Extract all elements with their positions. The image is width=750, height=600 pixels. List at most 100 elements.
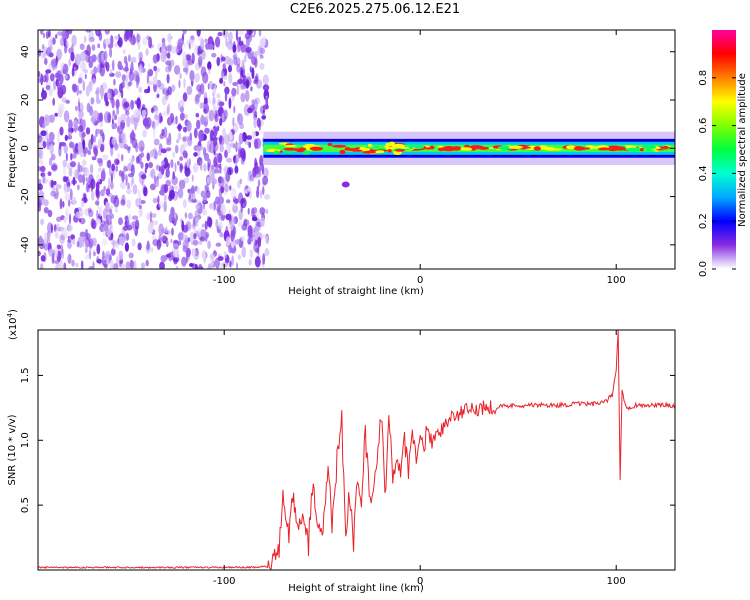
noise-speckles [38, 30, 271, 269]
noise-speckle [84, 246, 88, 254]
noise-speckle [209, 129, 214, 141]
noise-speckle [163, 126, 168, 139]
noise-speckle [84, 170, 87, 177]
noise-speckle [236, 262, 239, 269]
noise-speckle [253, 116, 257, 129]
noise-speckle [243, 54, 247, 63]
noise-speckle [95, 200, 100, 206]
noise-speckle [40, 73, 44, 86]
noise-speckle [239, 147, 246, 159]
noise-speckle [254, 138, 259, 150]
noise-speckle [214, 113, 219, 123]
signal-blob [545, 146, 556, 151]
noise-speckle [249, 104, 255, 112]
noise-speckle [38, 71, 41, 78]
noise-speckle [226, 166, 234, 176]
noise-speckle [177, 240, 182, 246]
noise-speckle [38, 135, 43, 143]
noise-speckle [214, 257, 220, 269]
noise-speckle [152, 220, 159, 226]
noise-speckle [54, 229, 59, 239]
noise-speckle [62, 164, 67, 176]
noise-speckle [208, 142, 215, 154]
noise-speckle [84, 254, 90, 260]
noise-speckle [222, 128, 226, 137]
signal-blob [351, 149, 363, 152]
noise-speckle [84, 228, 89, 239]
noise-speckle [237, 30, 244, 36]
noise-speckle [213, 200, 216, 211]
noise-speckle [207, 36, 214, 47]
noise-speckle [110, 172, 113, 183]
noise-speckle [50, 190, 57, 197]
noise-speckle [220, 204, 226, 216]
noise-speckle [146, 212, 150, 221]
noise-speckle [234, 157, 238, 167]
noise-speckle [153, 175, 157, 185]
noise-speckle [204, 91, 207, 99]
noise-speckle [108, 208, 113, 215]
noise-speckle [217, 163, 221, 169]
noise-speckle [162, 110, 169, 117]
noise-speckle [138, 207, 143, 218]
signal-blob [374, 146, 379, 149]
noise-speckle [163, 157, 169, 169]
noise-speckle [67, 224, 73, 232]
noise-speckle [224, 191, 227, 196]
noise-speckle [110, 248, 116, 256]
signal-blob [451, 146, 462, 151]
noise-speckle [194, 95, 200, 105]
noise-speckle [149, 150, 156, 158]
noise-speckle [193, 152, 198, 157]
noise-speckle [258, 118, 261, 131]
spectrogram-frame [37, 29, 676, 270]
noise-speckle [127, 81, 132, 87]
colorbar-label: Normalized spectral amplitude [737, 73, 748, 227]
noise-speckle [77, 97, 80, 107]
noise-speckle [163, 184, 169, 193]
noise-speckle [257, 246, 260, 255]
noise-speckle [172, 151, 176, 158]
noise-speckle [225, 213, 232, 221]
noise-speckle [48, 39, 53, 49]
noise-speckle [143, 186, 148, 197]
noise-speckle [211, 175, 216, 186]
noise-speckle [115, 165, 118, 173]
noise-speckle [134, 100, 140, 105]
noise-speckle [182, 136, 187, 142]
noise-speckle [74, 169, 79, 180]
noise-speckle [102, 167, 106, 177]
noise-speckle [147, 68, 154, 77]
signal-blob [478, 146, 489, 150]
signal-blob [385, 146, 394, 150]
noise-speckle [59, 260, 64, 269]
noise-speckle [244, 32, 250, 40]
noise-speckle [104, 38, 111, 45]
noise-speckle [203, 103, 210, 114]
noise-speckle [151, 235, 157, 241]
noise-speckle [243, 104, 251, 116]
spectrogram-y-tick-label: 20 [20, 94, 31, 107]
noise-speckle [103, 224, 109, 232]
noise-speckle [264, 193, 271, 200]
noise-speckle [207, 217, 213, 228]
noise-speckle [162, 88, 166, 95]
noise-speckle [251, 67, 255, 80]
noise-speckle [151, 247, 154, 253]
noise-speckle [126, 70, 130, 78]
noise-speckle [218, 221, 224, 230]
noise-speckle [56, 223, 60, 231]
noise-speckle [55, 184, 62, 190]
noise-speckle [162, 185, 165, 196]
noise-speckle [104, 250, 112, 259]
noise-speckle [40, 263, 44, 269]
noise-speckle [104, 60, 108, 69]
noise-speckle [132, 184, 138, 195]
noise-speckle [182, 199, 187, 209]
noise-speckle [174, 162, 177, 172]
noise-speckle [254, 166, 261, 175]
signal-blob [408, 144, 415, 150]
spectrogram-x-tick-label: 0 [417, 275, 423, 286]
noise-speckle [161, 160, 166, 166]
noise-speckle [238, 147, 241, 159]
